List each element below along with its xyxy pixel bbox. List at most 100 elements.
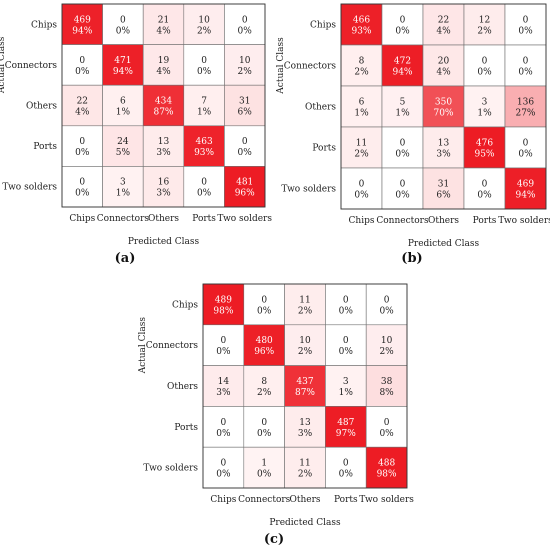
cell-count-label: 7 bbox=[201, 97, 207, 107]
cell-percent-label: 2% bbox=[477, 27, 492, 37]
cell-count-label: 350 bbox=[435, 98, 452, 108]
cell-count-label: 16 bbox=[158, 178, 170, 188]
matrix-cell bbox=[504, 126, 547, 169]
column-tick-label: Others bbox=[148, 214, 179, 224]
x-axis-label: Predicted Class bbox=[269, 518, 341, 528]
cell-percent-label: 0% bbox=[395, 27, 410, 37]
cell-count-label: 434 bbox=[155, 97, 172, 107]
matrix-cell bbox=[284, 365, 326, 407]
matrix-cell bbox=[340, 44, 383, 87]
cell-percent-label: 0% bbox=[379, 306, 394, 316]
matrix-cell bbox=[224, 125, 266, 167]
confusion-matrix-c: 48998%00%112%00%00%00%48096%102%00%102%1… bbox=[138, 283, 414, 547]
cell-count-label: 3 bbox=[120, 178, 126, 188]
matrix-cell bbox=[142, 166, 185, 208]
matrix-cell bbox=[202, 324, 245, 366]
cell-percent-label: 0% bbox=[339, 306, 354, 316]
matrix-cell bbox=[504, 44, 547, 87]
cell-count-label: 0 bbox=[482, 180, 488, 190]
cell-percent-label: 2% bbox=[298, 306, 313, 316]
cell-percent-label: 3% bbox=[436, 150, 451, 160]
column-tick-label: Ports bbox=[192, 214, 216, 224]
matrix-cell bbox=[102, 166, 144, 208]
panel-label: (a) bbox=[115, 251, 136, 266]
row-tick-label: Others bbox=[167, 382, 198, 392]
matrix-border bbox=[202, 283, 408, 489]
cell-percent-label: 96% bbox=[235, 189, 255, 199]
column-tick-label: Chips bbox=[69, 214, 95, 224]
matrix-cell bbox=[61, 3, 103, 45]
cell-count-label: 6 bbox=[120, 97, 126, 107]
cell-count-label: 38 bbox=[381, 377, 393, 387]
matrix-cell bbox=[183, 84, 225, 127]
cell-count-label: 8 bbox=[261, 377, 267, 387]
cell-count-label: 11 bbox=[299, 295, 310, 305]
cell-count-label: 0 bbox=[242, 15, 248, 25]
cell-percent-label: 4% bbox=[156, 67, 171, 77]
cell-count-label: 31 bbox=[239, 97, 250, 107]
matrix-cell bbox=[365, 446, 408, 489]
cell-percent-label: 3% bbox=[216, 388, 231, 398]
cell-count-label: 0 bbox=[79, 178, 85, 188]
cell-percent-label: 3% bbox=[156, 189, 171, 199]
cell-percent-label: 1% bbox=[395, 109, 410, 119]
cell-percent-label: 87% bbox=[295, 388, 315, 398]
confusion-matrix-b: 46693%00%224%122%00%82%47294%204%00%00%6… bbox=[276, 3, 550, 266]
cell-percent-label: 5% bbox=[116, 148, 131, 158]
column-tick-label: Connectors bbox=[376, 216, 429, 226]
y-axis-label: Actual Class bbox=[276, 37, 286, 95]
matrix-cell bbox=[284, 406, 326, 448]
cell-percent-label: 96% bbox=[254, 347, 274, 357]
cell-percent-label: 98% bbox=[213, 306, 233, 316]
matrix-cell bbox=[463, 85, 506, 128]
cell-percent-label: 1% bbox=[116, 108, 131, 118]
x-axis-label: Predicted Class bbox=[128, 237, 200, 247]
cell-count-label: 0 bbox=[242, 137, 248, 147]
column-tick-label: Ports bbox=[334, 495, 358, 505]
row-tick-label: Others bbox=[305, 103, 336, 113]
matrix-cell bbox=[243, 365, 285, 407]
cell-count-label: 0 bbox=[261, 295, 267, 305]
cell-count-label: 136 bbox=[517, 98, 534, 108]
cell-count-label: 476 bbox=[476, 139, 493, 149]
matrix-cell bbox=[102, 125, 144, 167]
cell-percent-label: 8% bbox=[379, 388, 394, 398]
cell-percent-label: 97% bbox=[336, 429, 356, 439]
cell-percent-label: 2% bbox=[298, 470, 313, 480]
column-tick-label: Others bbox=[289, 495, 320, 505]
column-tick-label: Connectors bbox=[97, 214, 150, 224]
matrix-cell bbox=[504, 85, 547, 128]
cell-count-label: 0 bbox=[400, 139, 406, 149]
cell-count-label: 466 bbox=[353, 16, 370, 26]
cell-percent-label: 2% bbox=[354, 68, 369, 78]
cell-percent-label: 1% bbox=[354, 109, 369, 119]
cell-count-label: 463 bbox=[196, 137, 213, 147]
matrix-cell bbox=[365, 365, 408, 407]
matrix-cell bbox=[142, 44, 185, 86]
confusion-matrix-a: 46994%00%214%102%00%00%47194%194%00%102%… bbox=[0, 3, 272, 266]
column-tick-label: Others bbox=[428, 216, 459, 226]
cell-count-label: 13 bbox=[299, 418, 311, 428]
cell-count-label: 14 bbox=[218, 377, 230, 387]
matrix-cell bbox=[463, 126, 506, 169]
matrix-cell bbox=[243, 446, 285, 489]
row-tick-label: Chips bbox=[31, 20, 57, 30]
cell-count-label: 5 bbox=[400, 98, 406, 108]
cell-percent-label: 0% bbox=[216, 429, 231, 439]
cell-count-label: 10 bbox=[299, 336, 311, 346]
cell-count-label: 24 bbox=[117, 137, 129, 147]
cell-percent-label: 0% bbox=[75, 189, 90, 199]
cell-count-label: 480 bbox=[256, 336, 273, 346]
cell-count-label: 11 bbox=[356, 139, 367, 149]
cell-count-label: 469 bbox=[74, 15, 91, 25]
matrix-cell bbox=[284, 283, 326, 326]
cell-percent-label: 2% bbox=[379, 347, 394, 357]
row-tick-label: Ports bbox=[33, 142, 57, 152]
cell-percent-label: 0% bbox=[339, 470, 354, 480]
cell-count-label: 20 bbox=[438, 57, 450, 67]
cell-count-label: 19 bbox=[158, 56, 170, 66]
cell-percent-label: 1% bbox=[477, 109, 492, 119]
cell-count-label: 13 bbox=[438, 139, 450, 149]
row-tick-label: Two solders bbox=[143, 464, 198, 474]
